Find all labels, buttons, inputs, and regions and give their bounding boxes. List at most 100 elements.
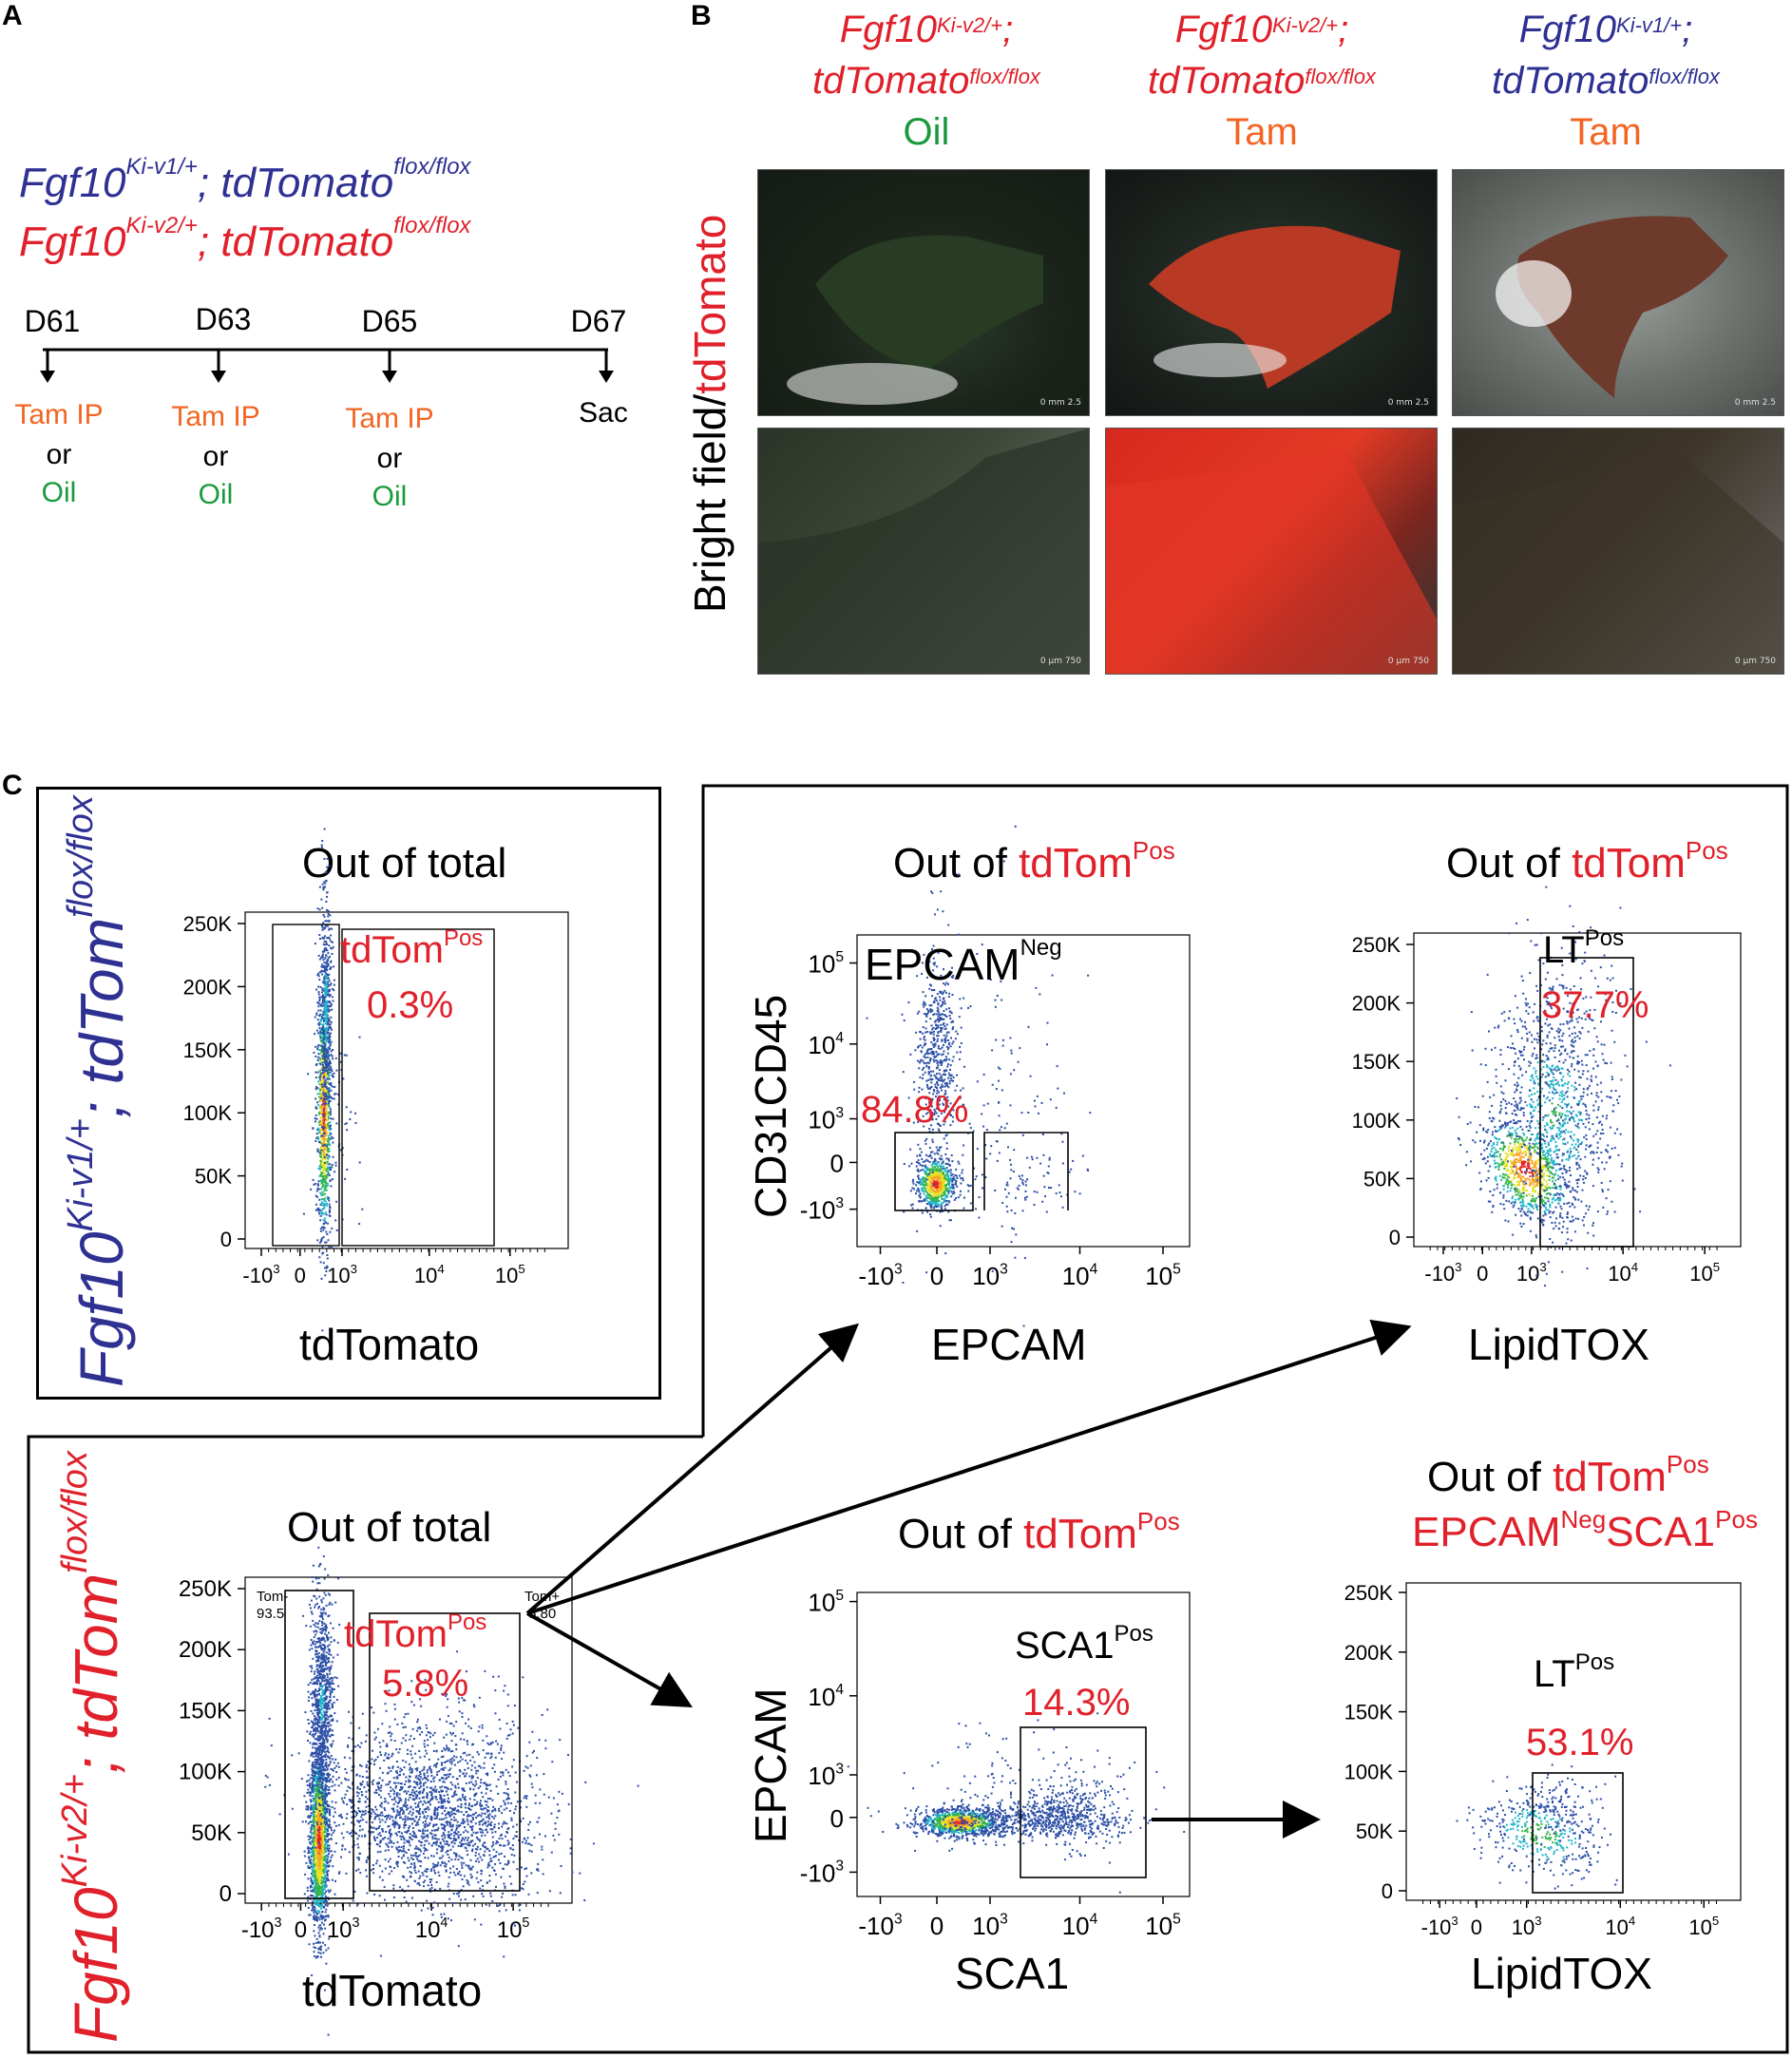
plot-v2-xtick: 103 <box>327 1915 360 1943</box>
plot-lt1-gate <box>1539 957 1634 1248</box>
scale-bar-4: 0 µm 750 <box>1039 657 1081 666</box>
panel-label-b: B <box>691 0 712 31</box>
plot-epcam-title: Out of tdTomPos <box>893 836 1175 886</box>
plot-v1-xtick: 104 <box>414 1262 445 1287</box>
plot-lt2-ytick: 200K <box>1344 1641 1394 1665</box>
plot-epcam-xtick: 103 <box>972 1261 1008 1290</box>
plot-sca1-title: Out of tdTomPos <box>898 1507 1180 1557</box>
plot-v1-ytick: 0 <box>220 1228 232 1251</box>
plot-lt1-gate-pct: 37.7% <box>1541 984 1649 1026</box>
timeline-oil-1: Oil <box>41 477 77 508</box>
scale-bar-1: 0 mm 2.5 <box>1039 398 1081 408</box>
plot-epcam-neg-gate <box>894 1132 974 1211</box>
plot-lt2-title-line2: EPCAMNegSCA1Pos <box>1412 1505 1758 1555</box>
photo-oil-low-mag: 0 mm 2.5 <box>757 169 1090 416</box>
timeline-day-1: D61 <box>24 304 81 338</box>
plot-sca1-gate-pct: 14.3% <box>1022 1682 1131 1724</box>
plot-v2-neg-gate-val: 93.5 <box>257 1606 285 1622</box>
plot-v2-xtick: 0 <box>295 1917 307 1943</box>
plot-lt2-ytick: 0 <box>1382 1879 1393 1903</box>
plot-v1-ytick: 250K <box>183 912 233 936</box>
plot-v2-ytick: 250K <box>179 1576 232 1602</box>
timeline-or-2: or <box>202 441 229 472</box>
plot-sca1-frame <box>856 1591 1191 1897</box>
plot-lt2-title-line1: Out of tdTomPos <box>1427 1450 1709 1500</box>
plot-lt1-xtick: 0 <box>1477 1262 1488 1286</box>
panel-label-c: C <box>2 770 23 801</box>
plot-epcam-pos-gate <box>983 1132 1069 1210</box>
plot-lt1-title: Out of tdTomPos <box>1446 836 1728 886</box>
photo-oil-high-mag: 0 µm 750 <box>757 428 1090 675</box>
genotype-v2-label: Fgf10Ki-v2/+; tdTomatoflox/flox <box>19 213 471 265</box>
plot-v2-gate-pct: 5.8% <box>382 1663 469 1705</box>
plot-epcam-events <box>866 825 1092 1327</box>
plot-lt1-ytick: 250K <box>1352 933 1401 957</box>
timeline-or-3: or <box>376 443 403 474</box>
plot-epcam-gate-pct: 84.8% <box>861 1089 969 1131</box>
plot-v1-ytick: 150K <box>183 1039 233 1062</box>
timeline-day-3: D65 <box>361 304 418 338</box>
scale-bar-6: 0 µm 750 <box>1734 657 1776 666</box>
plot-v2-neg-gate-name: Tom- <box>257 1589 289 1605</box>
plot-v2-ytick: 50K <box>191 1820 232 1846</box>
timeline-day-4: D67 <box>570 304 627 338</box>
plot-lt1-ytick: 100K <box>1352 1109 1401 1133</box>
timeline-oil-2: Oil <box>198 479 234 510</box>
photo-tam-v2-low-mag: 0 mm 2.5 <box>1105 169 1438 416</box>
timeline-oil-3: Oil <box>372 481 408 512</box>
plot-lt1-ytick: 200K <box>1352 992 1401 1016</box>
timeline-axis <box>40 348 614 383</box>
scale-bar-2: 0 mm 2.5 <box>1387 398 1429 408</box>
timeline-tam-1: Tam IP <box>14 399 104 430</box>
plot-v1-ytick: 200K <box>183 975 233 999</box>
plot-v2-neg-gate <box>284 1590 354 1899</box>
plot-v1-gate-name: tdTomPos <box>340 925 484 971</box>
plot-epcam-xtick: 0 <box>930 1262 944 1290</box>
plot-lt1-gate-name: LTPos <box>1543 925 1625 971</box>
plot-sca1-gate <box>1020 1726 1147 1878</box>
plot-v2-ytick: 100K <box>179 1760 232 1785</box>
arrow-to-sca1 <box>526 1611 693 1707</box>
plot-v1-gate-pct: 0.3% <box>367 984 454 1026</box>
genotype-v1-label: Fgf10Ki-v1/+; tdTomatoflox/flox <box>19 154 471 206</box>
plot-v2-ytick: 150K <box>179 1698 232 1724</box>
plot-epcam-ytick: 0 <box>830 1149 844 1177</box>
timeline-tam-3: Tam IP <box>345 403 434 434</box>
plot-v2-ytick: 200K <box>179 1637 232 1663</box>
plot-v1-title: Out of total <box>302 840 507 886</box>
plot-sca1-ytick: 0 <box>830 1804 844 1833</box>
plot-v2-pos-gate <box>369 1612 521 1892</box>
column-title-1: Fgf10Ki-v2/+; tdTomatoflox/flox Oil <box>812 9 1040 153</box>
plot-lt2-events <box>1456 1763 1618 1890</box>
plot-lt1-ytick: 150K <box>1352 1050 1401 1074</box>
timeline-or-1: or <box>46 439 72 470</box>
arrow-to-lipidtox <box>526 1319 1412 1615</box>
photo-tam-v1-high-mag: 0 µm 750 <box>1452 428 1784 675</box>
panel-label-a: A <box>2 0 23 31</box>
column-title-3: Fgf10Ki-v1/+; tdTomatoflox/flox Tam <box>1492 9 1720 153</box>
plot-v1-xtick: 103 <box>327 1262 357 1287</box>
plot-v1-xlabel: tdTomato <box>299 1320 480 1369</box>
plot-sca1-events <box>847 1712 1186 1894</box>
plot-v2-gate-name: tdTomPos <box>344 1610 487 1655</box>
plot-v2-xlabel: tdTomato <box>302 1966 483 2015</box>
plot-v1-xtick: 105 <box>495 1262 525 1287</box>
plot-sca1-xlabel: SCA1 <box>955 1949 1070 1998</box>
plot-v1-events <box>302 828 364 1332</box>
plot-lt2-gate <box>1532 1772 1624 1894</box>
plot-lt1-xlabel: LipidTOX <box>1468 1320 1649 1369</box>
arrow-to-epcam <box>525 1323 860 1615</box>
plot-v1-ytick: 100K <box>183 1101 233 1125</box>
plot-v2-title: Out of total <box>287 1504 492 1551</box>
plot-lt2-ytick: 250K <box>1344 1581 1394 1605</box>
plot-lt1-ytick: 0 <box>1389 1226 1401 1249</box>
plot-lt2-ytick: 100K <box>1344 1760 1394 1783</box>
plot-lt2-xlabel: LipidTOX <box>1471 1949 1652 1998</box>
plot-lt2-gate-name: LTPos <box>1534 1649 1615 1695</box>
plot-sca1-gate-name: SCA1Pos <box>1015 1621 1153 1667</box>
